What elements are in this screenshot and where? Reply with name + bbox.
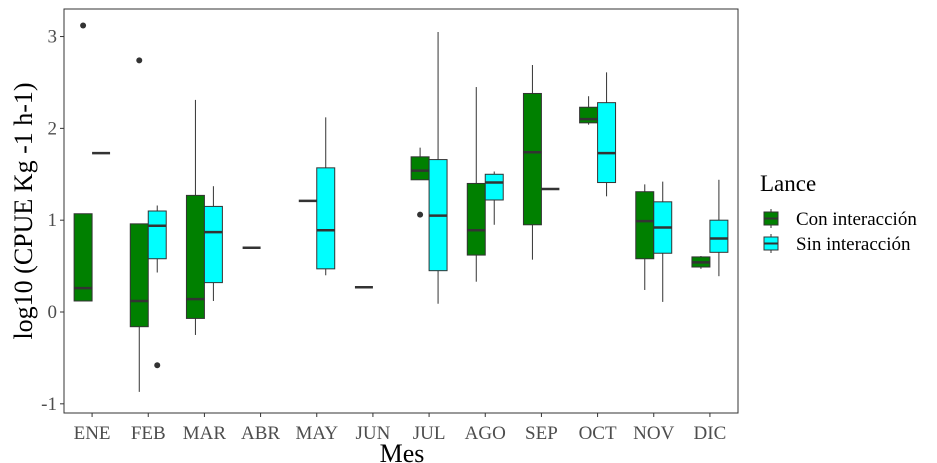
box-body	[466, 182, 486, 256]
y-tick-label: 2	[48, 118, 58, 139]
box-con-mar	[185, 99, 205, 335]
x-tick-label: MAY	[295, 423, 338, 444]
box-body	[147, 210, 167, 260]
box-body	[709, 219, 729, 253]
box-body	[316, 167, 336, 270]
y-axis: -1 0 1 2 3	[41, 27, 64, 415]
x-tick-label: OCT	[579, 423, 617, 444]
box-sin-dic	[709, 179, 729, 277]
box-sin-nov	[653, 181, 673, 302]
x-tick-label: JUN	[355, 423, 390, 444]
outlier-point	[80, 22, 87, 29]
box-sin-oct	[597, 72, 617, 197]
box-body	[597, 102, 617, 184]
x-tick-label: SEP	[525, 423, 558, 444]
legend-label-con: Con interacción	[796, 209, 917, 230]
x-tick-label: DIC	[694, 423, 727, 444]
box-con-ene	[73, 22, 93, 302]
box-con-dic	[691, 255, 711, 269]
x-tick-label: AGO	[465, 423, 506, 444]
outlier-point	[154, 362, 161, 369]
x-tick-label: NOV	[633, 423, 674, 444]
y-axis-title: log10 (CPUE Kg -1 h-1)	[9, 82, 38, 339]
plot-panel	[63, 8, 739, 414]
box-body	[410, 156, 430, 181]
chart-marks	[73, 22, 729, 392]
box-body	[522, 92, 542, 226]
x-tick-label: FEB	[131, 423, 166, 444]
box-sin-may	[316, 117, 336, 276]
y-tick-label: 3	[48, 27, 58, 48]
box-body	[579, 106, 599, 124]
legend-label-sin: Sin interacción	[796, 234, 911, 255]
box-con-nov	[635, 184, 655, 290]
box-con-sep	[522, 65, 542, 260]
box-body	[203, 205, 223, 284]
box-sin-feb	[147, 205, 167, 369]
x-tick-label: ABR	[241, 423, 280, 444]
outlier-point	[136, 57, 143, 64]
x-tick-label: MAR	[183, 423, 227, 444]
y-tick-label: 1	[48, 210, 58, 231]
legend-key-sin	[763, 234, 779, 253]
legend-title: Lance	[760, 171, 816, 196]
legend-key-con	[763, 209, 779, 228]
box-con-oct	[579, 96, 599, 125]
y-tick-label: -1	[41, 394, 57, 415]
box-sin-mar	[203, 186, 223, 301]
box-body	[129, 223, 149, 328]
box-body	[73, 213, 93, 302]
legend: Lance Con interacción Sin interacción	[760, 171, 917, 255]
x-tick-label: JUL	[413, 423, 446, 444]
box-body	[484, 173, 504, 201]
box-body	[635, 191, 655, 260]
x-tick-label: ENE	[74, 423, 111, 444]
box-con-feb	[129, 57, 149, 392]
x-axis: ENE FEB MAR ABR MAY JUN JUL AGO SEP OCT NOV DIC	[74, 413, 727, 444]
y-tick-label: 0	[48, 302, 58, 323]
box-sin-jul	[428, 31, 448, 304]
outlier-point	[417, 211, 424, 218]
box-con-ago	[466, 87, 486, 282]
box-sin-ago	[484, 171, 504, 225]
x-axis-title: Mes	[380, 439, 425, 463]
